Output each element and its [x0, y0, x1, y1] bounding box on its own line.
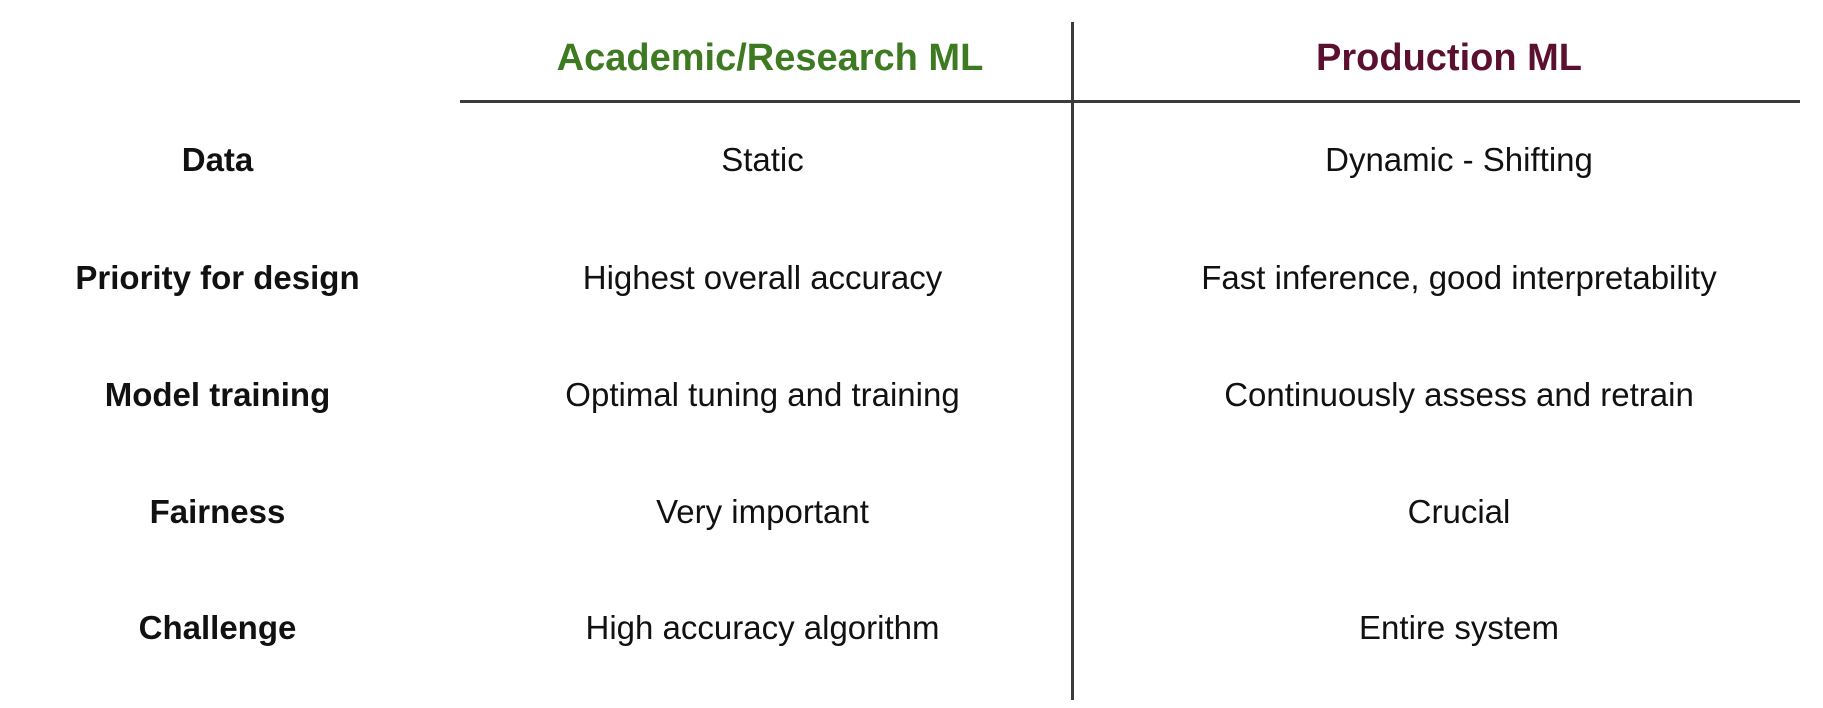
cell-academic: High accuracy algorithm	[585, 609, 940, 646]
row-label: Priority for design	[75, 259, 360, 296]
table-row-data: Data Static Dynamic - Shifting	[0, 130, 1823, 190]
column-divider-vertical	[1071, 22, 1074, 700]
cell-production: Entire system	[1359, 609, 1559, 646]
cell-production: Continuously assess and retrain	[1224, 376, 1694, 413]
cell-academic: Very important	[656, 493, 869, 530]
cell-production: Dynamic - Shifting	[1325, 141, 1593, 178]
column-header-production-ml: Production ML	[1316, 37, 1582, 79]
cell-academic: Highest overall accuracy	[582, 259, 943, 296]
table-row-fairness: Fairness Very important Crucial	[0, 482, 1823, 542]
row-label: Fairness	[149, 493, 286, 530]
column-header-academic-research-ml: Academic/Research ML	[556, 37, 984, 79]
table-row-challenge: Challenge High accuracy algorithm Entire…	[0, 598, 1823, 658]
table-row-priority-for-design: Priority for design Highest overall accu…	[0, 248, 1823, 308]
row-label: Data	[181, 141, 254, 178]
table-row-model-training: Model training Optimal tuning and traini…	[0, 365, 1823, 425]
row-label: Challenge	[138, 609, 297, 646]
cell-academic: Optimal tuning and training	[565, 376, 960, 413]
header-divider-horizontal	[460, 100, 1800, 103]
cell-academic: Static	[721, 141, 804, 178]
cell-production: Crucial	[1407, 493, 1511, 530]
row-label: Model training	[104, 376, 331, 413]
cell-production: Fast inference, good interpretability	[1201, 259, 1717, 296]
